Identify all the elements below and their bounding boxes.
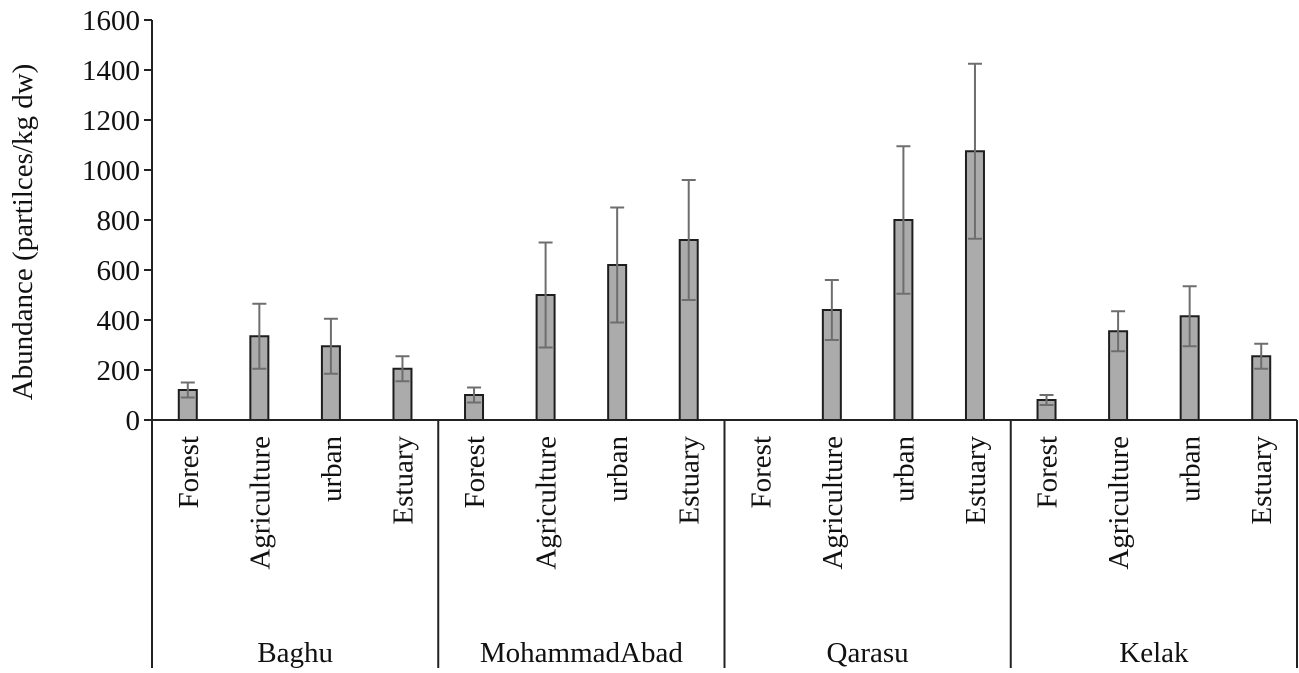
group-label: MohammadAbad [480, 637, 683, 669]
group-label: Kelak [1119, 637, 1189, 669]
category-label: urban [316, 436, 348, 503]
y-tick-label: 1600 [82, 5, 140, 37]
y-tick-label: 1000 [82, 155, 140, 187]
y-tick-label: 200 [97, 355, 141, 387]
category-label: Estuary [960, 436, 992, 525]
x-axis: Baghu Forest Agriculture urban Estuary Mohamm… [151, 419, 1298, 669]
category-label: Estuary [387, 436, 419, 525]
y-tick-label: 800 [97, 205, 141, 237]
group-label: Qarasu [827, 637, 909, 669]
category-label: Agriculture [244, 436, 276, 570]
category-label: urban [602, 436, 634, 503]
category-label: Forest [745, 436, 777, 509]
category-label: urban [888, 436, 920, 503]
y-tick-label: 1200 [82, 105, 140, 137]
category-label: Agriculture [531, 436, 563, 570]
category-label: Forest [459, 436, 491, 509]
y-tick-label: 0 [126, 405, 141, 437]
y-axis-title: Abundance (partilces/kg dw) [7, 64, 39, 401]
y-axis: 0 200 400 600 800 1000 1200 1400 1600 [82, 5, 153, 437]
category-label: Agriculture [817, 436, 849, 570]
y-tick-label: 1400 [82, 55, 140, 87]
y-tick-label: 400 [97, 305, 141, 337]
category-label: Forest [1032, 436, 1064, 509]
category-label: urban [1175, 436, 1207, 503]
group-label: Baghu [257, 637, 333, 669]
bars [177, 62, 1272, 421]
y-tick-label: 600 [97, 255, 141, 287]
category-label: Estuary [1246, 436, 1278, 525]
category-label: Estuary [674, 436, 706, 525]
category-label: Forest [173, 436, 205, 509]
category-label: Agriculture [1103, 436, 1135, 570]
